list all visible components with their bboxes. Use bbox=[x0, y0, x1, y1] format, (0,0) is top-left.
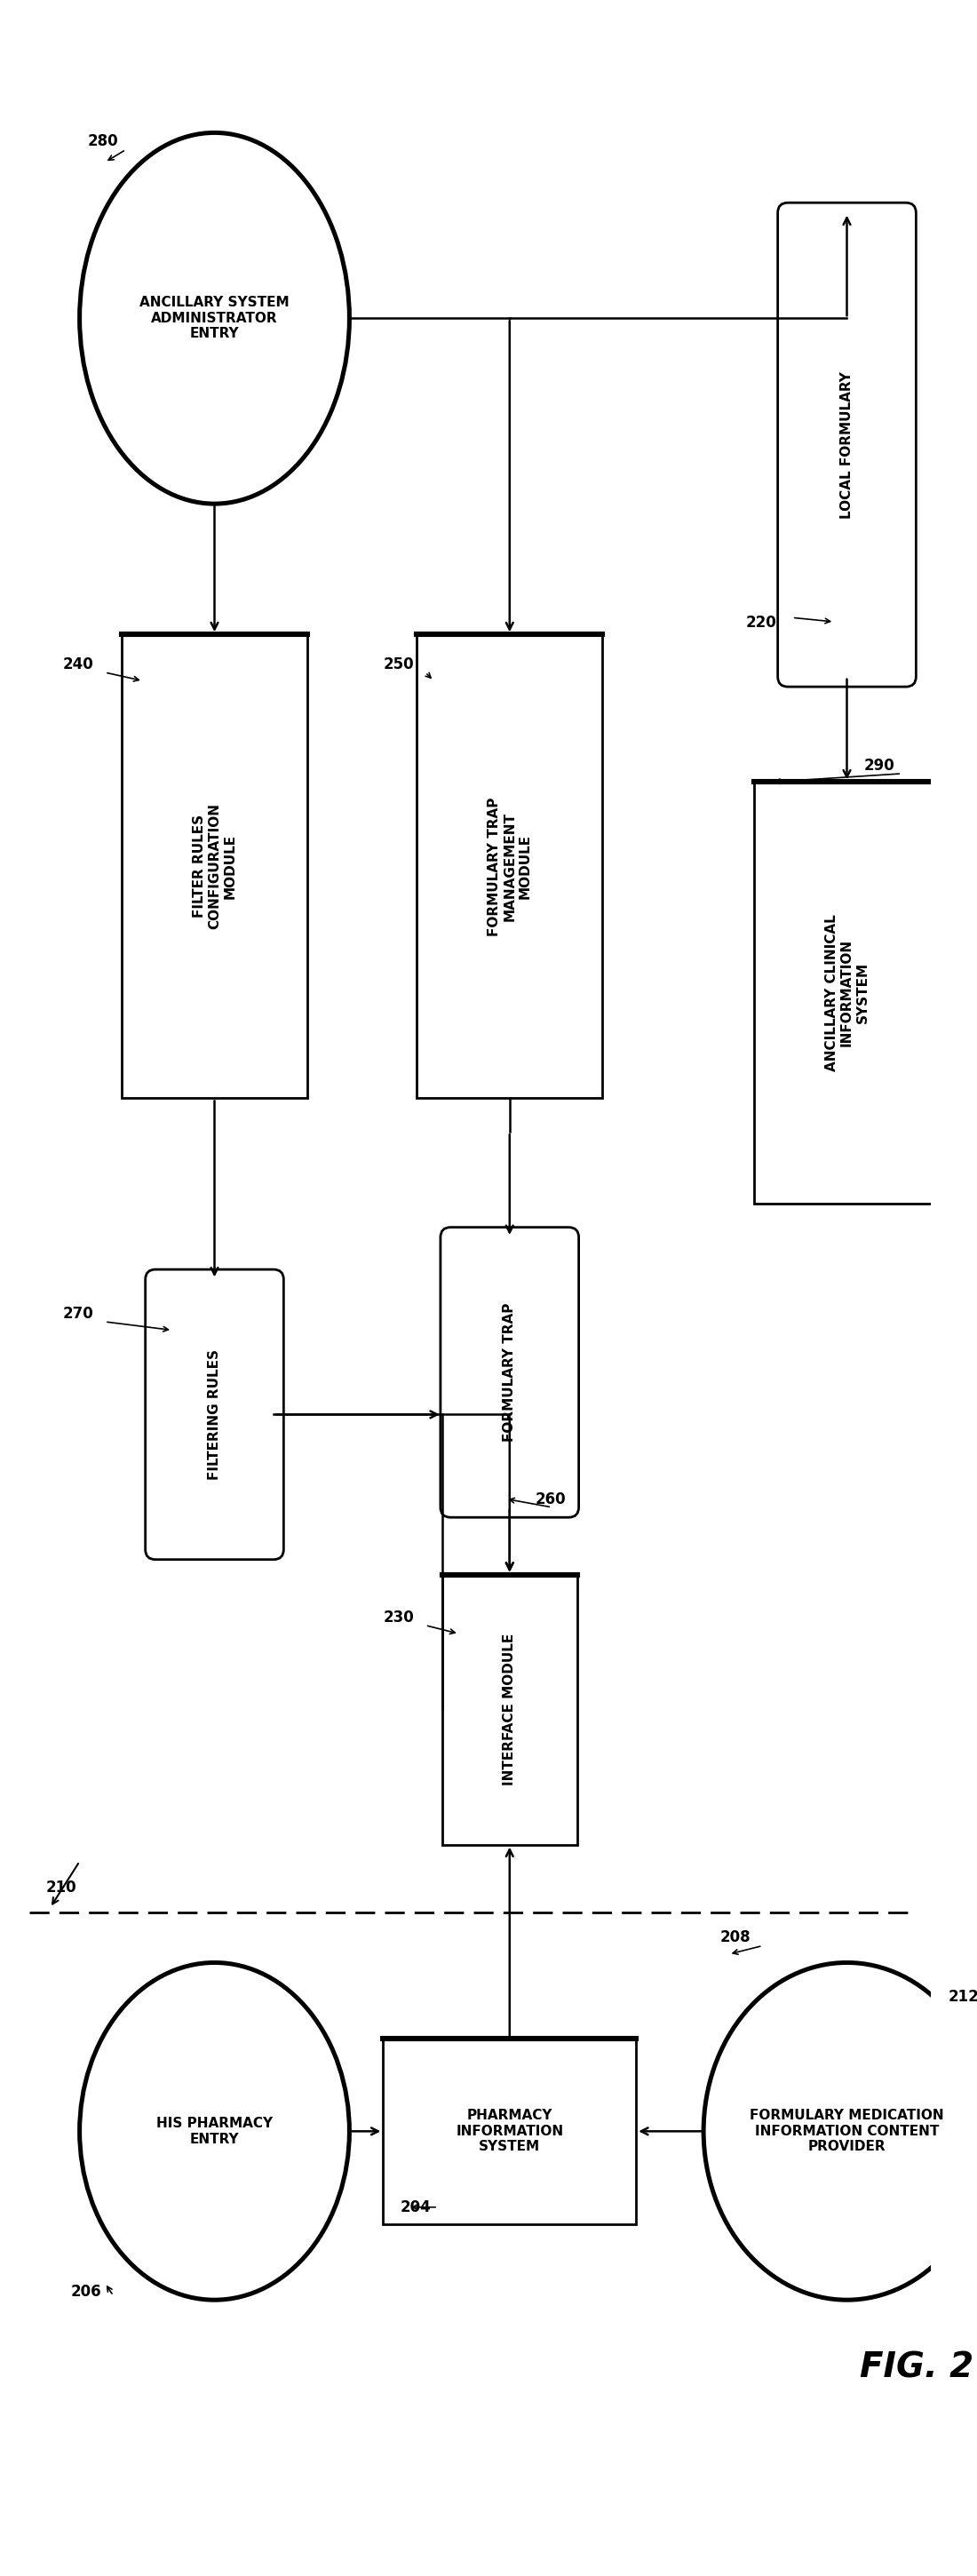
Text: 240: 240 bbox=[63, 657, 94, 672]
Bar bbox=[417, 634, 603, 1097]
Text: 208: 208 bbox=[720, 1929, 751, 1945]
Text: 206: 206 bbox=[71, 2285, 102, 2300]
Text: 250: 250 bbox=[383, 657, 414, 672]
Bar bbox=[122, 634, 307, 1097]
Text: 290: 290 bbox=[864, 757, 895, 773]
Bar bbox=[443, 1574, 577, 1844]
Text: 212: 212 bbox=[948, 1989, 977, 2004]
Text: ANCILLARY CLINICAL
INFORMATION
SYSTEM: ANCILLARY CLINICAL INFORMATION SYSTEM bbox=[825, 914, 869, 1072]
Text: 280: 280 bbox=[88, 134, 119, 149]
Text: 260: 260 bbox=[534, 1492, 566, 1507]
Text: FORMULARY TRAP
MANAGEMENT
MODULE: FORMULARY TRAP MANAGEMENT MODULE bbox=[488, 796, 531, 935]
FancyBboxPatch shape bbox=[441, 1226, 578, 1517]
Text: FORMULARY TRAP: FORMULARY TRAP bbox=[503, 1303, 516, 1443]
Ellipse shape bbox=[79, 1963, 350, 2300]
Text: LOCAL FORMULARY: LOCAL FORMULARY bbox=[840, 371, 854, 518]
Text: FILTER RULES
CONFIGURATION
MODULE: FILTER RULES CONFIGURATION MODULE bbox=[192, 804, 236, 930]
Text: INTERFACE MODULE: INTERFACE MODULE bbox=[503, 1633, 516, 1785]
Text: HIS PHARMACY
ENTRY: HIS PHARMACY ENTRY bbox=[156, 2117, 273, 2146]
Text: 210: 210 bbox=[46, 1878, 76, 1896]
Ellipse shape bbox=[703, 1963, 977, 2300]
Bar bbox=[754, 783, 940, 1203]
Text: 270: 270 bbox=[63, 1306, 94, 1321]
Text: 204: 204 bbox=[400, 2200, 431, 2215]
Bar bbox=[383, 2038, 636, 2223]
Text: FILTERING RULES: FILTERING RULES bbox=[208, 1350, 221, 1479]
Text: 230: 230 bbox=[383, 1610, 414, 1625]
Text: FORMULARY MEDICATION
INFORMATION CONTENT
PROVIDER: FORMULARY MEDICATION INFORMATION CONTENT… bbox=[749, 2110, 944, 2154]
Ellipse shape bbox=[79, 134, 350, 505]
Text: PHARMACY
INFORMATION
SYSTEM: PHARMACY INFORMATION SYSTEM bbox=[456, 2110, 564, 2154]
FancyBboxPatch shape bbox=[146, 1270, 283, 1558]
Text: FIG. 2: FIG. 2 bbox=[860, 2349, 973, 2385]
FancyBboxPatch shape bbox=[778, 204, 916, 688]
Text: ANCILLARY SYSTEM
ADMINISTRATOR
ENTRY: ANCILLARY SYSTEM ADMINISTRATOR ENTRY bbox=[140, 296, 289, 340]
Text: 220: 220 bbox=[745, 613, 777, 631]
